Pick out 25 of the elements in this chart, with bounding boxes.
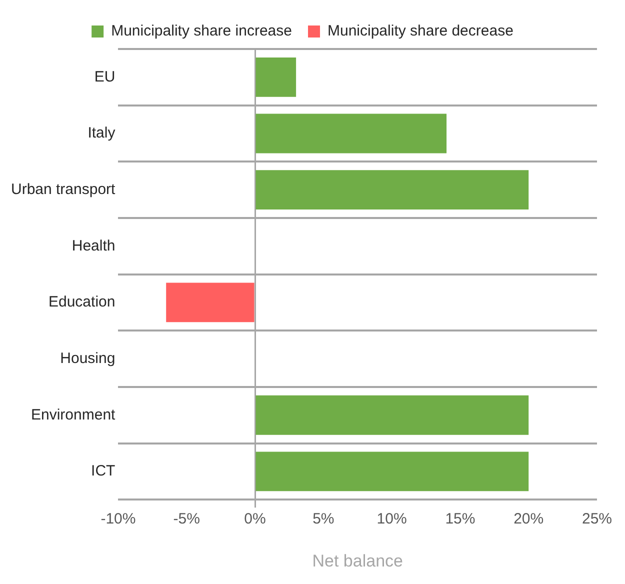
bar [256,395,529,435]
y-tick-label: ICT [91,462,116,480]
legend-label: Municipality share decrease [327,22,514,40]
bar [256,57,296,97]
y-tick-label: Urban transport [11,180,116,198]
x-tick-label: 20% [514,510,544,528]
x-tick-label: 0% [244,510,266,528]
x-tick-label: 25% [582,510,612,528]
y-tick-label: Education [48,294,116,311]
x-tick-label: 5% [312,510,334,528]
y-tick-label: Health [72,237,116,254]
x-tick-label: 15% [445,510,476,528]
y-tick-label: Housing [60,350,116,367]
bar [256,452,529,492]
y-tick-label: Environment [31,406,116,424]
bar [256,114,447,154]
legend-label: Municipality share increase [111,22,292,40]
x-tick-label: 10% [376,510,407,528]
x-tick-label: -10% [100,510,136,528]
x-axis-title: Net balance [312,551,403,570]
y-tick-label: EU [94,68,116,86]
x-tick-label: -5% [173,510,200,528]
bar [166,282,254,322]
y-tick-label: Italy [88,124,116,142]
bar [256,170,529,210]
